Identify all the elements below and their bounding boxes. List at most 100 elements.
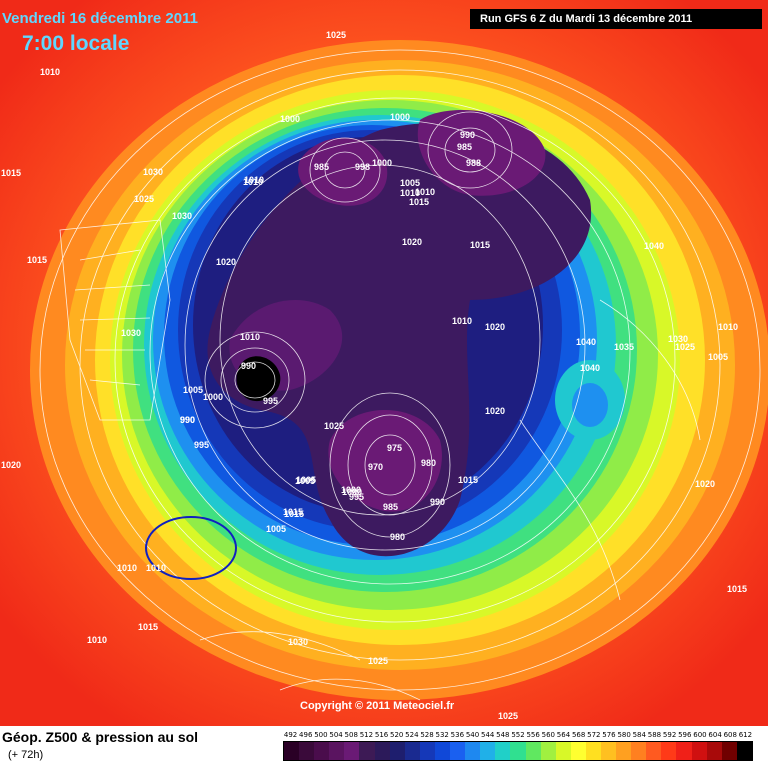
color-scale-labels: 492 496 500 504 508 512 516 520 524 528 532 536 540 5… [283, 731, 753, 741]
pressure-label: 1040 [576, 337, 596, 347]
scale-swatch [314, 742, 330, 760]
pressure-label: 1030 [288, 637, 308, 647]
scale-label: 560 [541, 731, 555, 739]
scale-swatch [721, 742, 737, 760]
pressure-label: 1030 [143, 167, 163, 177]
scale-label: 596 [678, 731, 692, 739]
pressure-label: 980 [390, 532, 405, 542]
scale-swatch [284, 742, 300, 760]
pressure-label: 1040 [580, 363, 600, 373]
scale-swatch [676, 742, 692, 760]
pressure-label: 1020 [485, 406, 505, 416]
scale-label: 568 [571, 731, 586, 739]
forecast-date: Vendredi 16 décembre 2011 [2, 10, 198, 27]
scale-swatch [510, 742, 526, 760]
scale-swatch [495, 742, 511, 760]
pressure-label: 1010 [87, 635, 107, 645]
scale-label: 544 [480, 731, 495, 739]
pressure-label: 970 [368, 462, 383, 472]
scale-label: 592 [662, 731, 677, 739]
scale-swatch [374, 742, 390, 760]
pressure-label: 995 [263, 396, 278, 406]
scale-label: 580 [617, 731, 631, 739]
pressure-label: 1005 [400, 178, 420, 188]
pressure-label: 1010 [240, 332, 260, 342]
pressure-label: 1015 [470, 240, 490, 250]
pressure-label: 990 [430, 497, 445, 507]
scale-swatch [419, 742, 435, 760]
scale-swatch [736, 742, 752, 760]
pressure-label: 990 [241, 361, 256, 371]
pressure-label: 988 [466, 158, 481, 168]
pressure-label: 1010 [415, 187, 435, 197]
scale-label: 500 [314, 731, 328, 739]
scale-label: 492 [283, 731, 298, 739]
pressure-label: 1040 [644, 241, 664, 251]
scale-label: 540 [465, 731, 480, 739]
pressure-label: 1010 [244, 175, 264, 185]
pressure-label: 1015 [284, 509, 304, 519]
scale-swatch [434, 742, 451, 760]
scale-swatch [344, 742, 360, 760]
z500-bands [30, 40, 768, 700]
scale-label: 520 [390, 731, 404, 739]
scale-swatch [600, 742, 617, 760]
legend-title: Géop. Z500 & pression au sol [2, 729, 199, 745]
scale-label: 516 [374, 731, 389, 739]
pressure-label: 1015 [727, 584, 747, 594]
pressure-label: 1030 [172, 211, 192, 221]
scale-swatch [691, 742, 707, 760]
pressure-label: 1000 [390, 112, 410, 122]
pressure-label: 1015 [27, 255, 47, 265]
pressure-label: 1025 [324, 421, 344, 431]
pressure-label: 995 [194, 440, 209, 450]
scale-swatch [389, 742, 405, 760]
scale-label: 556 [526, 731, 540, 739]
pressure-label: 1025 [368, 656, 388, 666]
pressure-label: 1030 [121, 328, 141, 338]
pressure-label: 1010 [243, 177, 263, 187]
scale-swatch [465, 742, 481, 760]
pressure-label: 990 [180, 415, 195, 425]
pressure-label: 1035 [614, 342, 634, 352]
scale-label: 564 [556, 731, 571, 739]
scale-swatch [299, 742, 315, 760]
pressure-label: 1020 [402, 237, 422, 247]
pressure-label: 1000 [203, 392, 223, 402]
pressure-label: 985 [457, 142, 472, 152]
scale-swatch [661, 742, 677, 760]
scale-swatch [450, 742, 466, 760]
scale-label: 604 [708, 731, 722, 739]
scale-label: 608 [723, 731, 737, 739]
scale-label: 548 [496, 731, 510, 739]
pressure-label: 1005 [183, 385, 203, 395]
pressure-label: 1015 [1, 168, 21, 178]
scale-swatch [631, 742, 647, 760]
scale-label: 584 [632, 731, 646, 739]
pressure-label: 1030 [668, 334, 688, 344]
legend-subtitle: (+ 72h) [8, 749, 44, 761]
scale-label: 528 [420, 731, 434, 739]
scale-swatch [525, 742, 541, 760]
pressure-label: 1010 [452, 316, 472, 326]
scale-swatch [585, 742, 601, 760]
scale-label: 552 [511, 731, 525, 739]
pressure-label: 1005 [708, 352, 728, 362]
scale-label: 576 [602, 731, 616, 739]
pressure-label: 990 [460, 130, 475, 140]
pressure-label: 1000 [341, 485, 361, 495]
pressure-label: 1025 [675, 342, 695, 352]
scale-swatch [404, 742, 420, 760]
pressure-label: 1000 [342, 487, 362, 497]
pressure-label: 1010 [117, 563, 137, 573]
scale-label: 600 [693, 731, 707, 739]
scale-swatch [540, 742, 556, 760]
pressure-label: 1000 [372, 158, 392, 168]
scale-swatch [480, 742, 496, 760]
pressure-label: 1020 [695, 479, 715, 489]
pressure-label: 998 [355, 162, 370, 172]
highlight-circle [145, 516, 237, 580]
pressure-label: 1010 [718, 322, 738, 332]
